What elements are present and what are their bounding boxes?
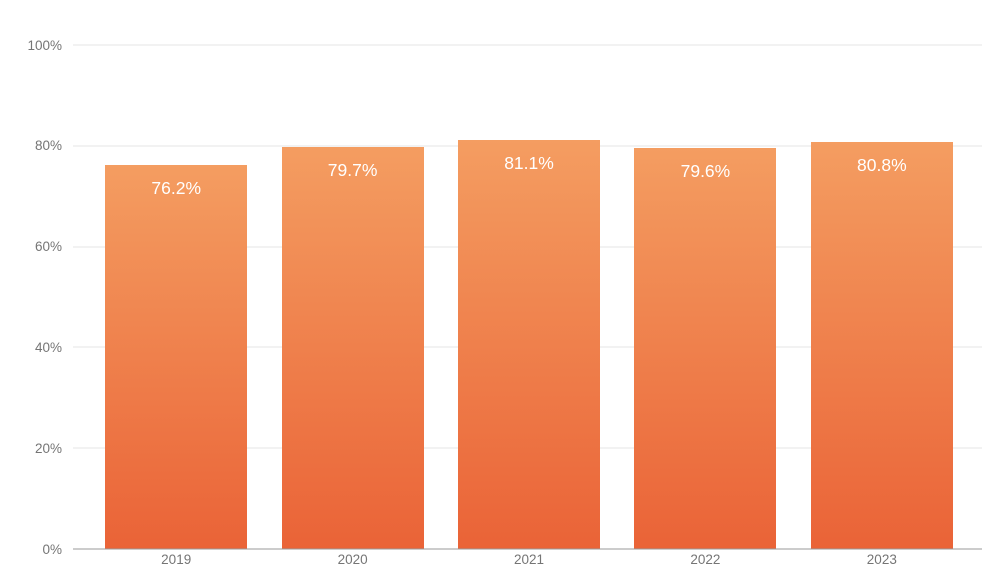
y-tick-label: 60% — [34, 238, 62, 254]
bar-value-label: 79.6% — [680, 160, 731, 181]
y-tick-label: 0% — [42, 541, 62, 557]
bar-slot: 79.7% 2020 — [264, 45, 440, 564]
y-tick-label: 100% — [27, 37, 62, 53]
gridline — [73, 44, 982, 46]
y-axis: 0% 20% 40% 60% 80% 100% — [0, 38, 62, 555]
bar-slot: 79.6% 2022 — [617, 45, 793, 564]
bar-slot: 81.1% 2021 — [441, 45, 617, 564]
x-tick-label: 2023 — [866, 552, 897, 564]
bars-container: 76.2% 2019 79.7% 2020 81.1% 2021 79.6% 2022 80.8… — [88, 45, 970, 564]
bar-slot: 76.2% 2019 — [88, 45, 264, 564]
y-tick-label: 40% — [34, 339, 62, 355]
x-axis-line — [73, 548, 982, 550]
bar-slot: 80.8% 2023 — [794, 45, 970, 564]
bar-value-label: 79.7% — [327, 160, 378, 181]
x-tick-label: 2022 — [690, 552, 721, 564]
y-tick-label: 80% — [34, 138, 62, 154]
plot-area: 76.2% 2019 79.7% 2020 81.1% 2021 79.6% 2022 80.8… — [73, 44, 982, 564]
y-tick-label: 20% — [34, 440, 62, 456]
bar-2020: 79.7% — [281, 147, 424, 549]
bar-value-label: 76.2% — [151, 177, 202, 198]
bar-value-label: 81.1% — [504, 153, 554, 174]
bar-2019: 76.2% — [105, 164, 248, 549]
x-tick-label: 2020 — [337, 552, 368, 564]
bar-2023: 80.8% — [810, 141, 953, 549]
x-tick-label: 2021 — [513, 552, 545, 564]
x-tick-label: 2019 — [161, 552, 192, 564]
bar-2021: 81.1% — [458, 140, 601, 549]
bar-2022: 79.6% — [634, 147, 777, 549]
bar-value-label: 80.8% — [857, 154, 907, 175]
